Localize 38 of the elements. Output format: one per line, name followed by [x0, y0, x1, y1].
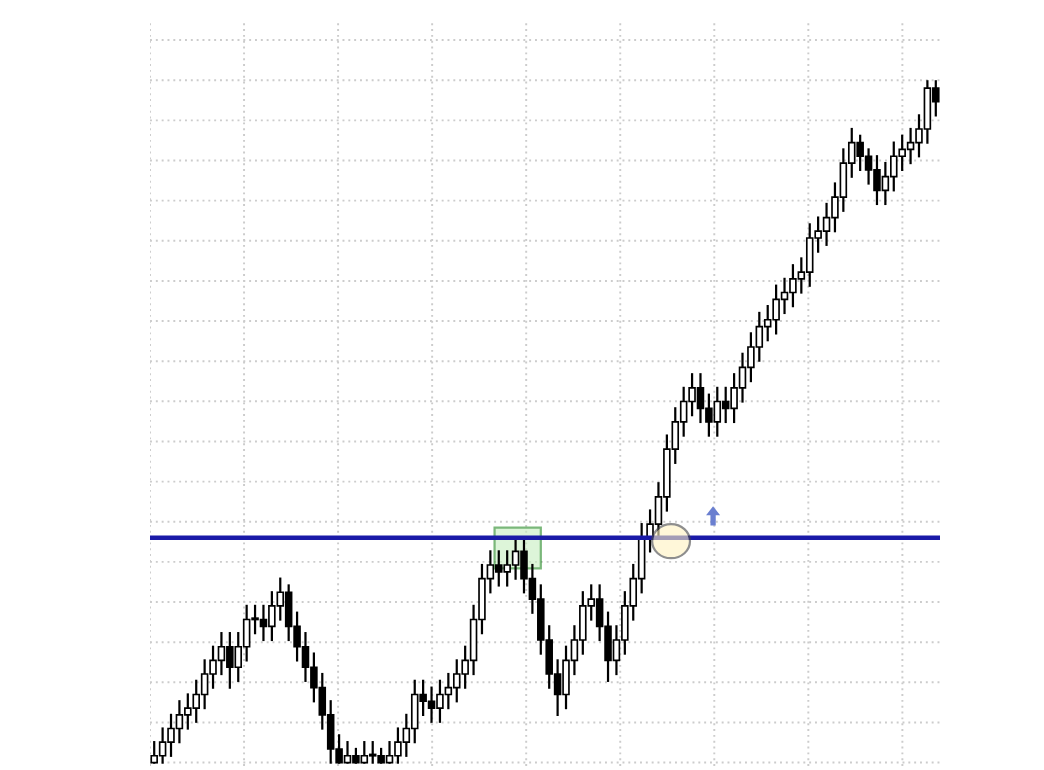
candlestick [839, 148, 848, 212]
candlestick [385, 741, 394, 764]
candlestick [763, 305, 772, 342]
candlestick [721, 386, 730, 424]
candlestick [780, 277, 789, 315]
candlestick [242, 604, 251, 662]
candlestick [284, 584, 293, 642]
candlestick [259, 604, 268, 642]
candlestick [436, 679, 444, 723]
candlestick [822, 202, 831, 246]
candlestick [368, 741, 377, 764]
candlestick [864, 148, 873, 185]
candlestick [200, 659, 209, 710]
candlestick [923, 80, 932, 144]
candlestick [511, 536, 520, 580]
candlestick [495, 550, 503, 587]
candlestick [158, 727, 167, 764]
candlestick [738, 352, 747, 403]
candlestick [696, 373, 705, 424]
candlestick [890, 141, 898, 192]
candlestick [410, 679, 419, 744]
candlestick [301, 632, 310, 682]
candlestick [789, 264, 797, 308]
candlestick [226, 632, 234, 689]
candlestick [906, 127, 915, 165]
candlestick [755, 311, 764, 362]
candlestick [192, 679, 200, 723]
candlestick [175, 700, 184, 744]
candlestick [427, 686, 436, 723]
candlestick [873, 155, 881, 206]
candlestick [713, 386, 722, 437]
candlestick [881, 161, 890, 206]
candlestick [360, 741, 369, 764]
candlestick [217, 632, 226, 676]
candlestick [343, 741, 352, 764]
candlestick [444, 672, 453, 710]
candlestick [772, 284, 780, 335]
candlestick [805, 223, 814, 287]
